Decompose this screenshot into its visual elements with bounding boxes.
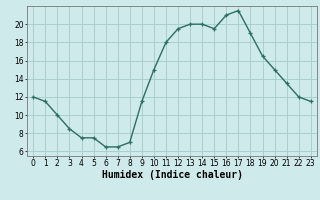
X-axis label: Humidex (Indice chaleur): Humidex (Indice chaleur) [101,170,243,180]
